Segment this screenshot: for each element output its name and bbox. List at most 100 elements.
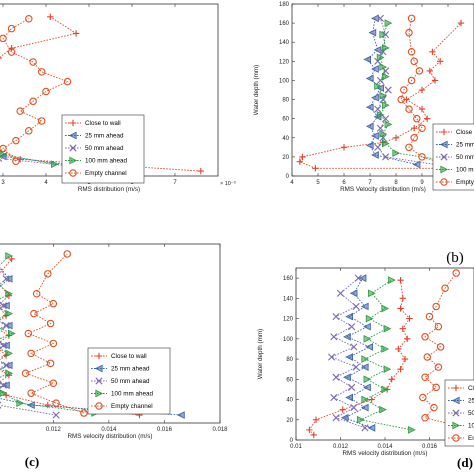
data-point [384,120,393,129]
legend-entry: 100 mm ahead [456,167,474,174]
data-point [419,393,427,402]
legend-entry: 50 mm ahead [111,378,150,385]
data-point [30,309,38,318]
data-point [348,383,356,391]
data-point [2,275,10,283]
series-line [0,16,201,172]
data-point [49,379,58,387]
data-point [345,312,353,321]
legend-swatch-marker [451,396,460,405]
y-tick-label: 60 [286,377,293,383]
legend-swatch-marker [69,119,77,127]
data-point [339,406,346,413]
data-point [376,124,384,132]
data-point [379,405,387,414]
data-point [2,301,10,310]
data-point [25,127,33,135]
data-point [361,395,370,404]
data-point [336,289,345,297]
y-tick-label: 160 [279,21,290,27]
data-point [413,114,421,123]
data-point [371,93,379,102]
data-point [354,274,362,282]
data-point [382,101,390,110]
series-group [0,250,185,419]
x-tick-label: 0.014 [377,444,393,450]
data-point [418,153,426,161]
y-tick-label: 20 [282,155,289,161]
data-point [16,399,25,407]
data-point [299,153,306,161]
panel-label: (b) [446,250,464,266]
data-point [63,250,71,258]
data-point [348,323,356,331]
data-point [0,144,7,153]
series-group [296,14,472,172]
data-point [312,416,320,423]
y-tick-label: 60 [282,117,289,123]
x-tick-label: 9 [420,180,424,186]
data-point [365,74,374,83]
data-point [368,396,375,403]
y-tick-label: 40 [286,398,293,404]
data-point [352,302,360,311]
legend-swatch-marker [452,409,460,417]
x-tick-label: 0.016 [422,444,438,450]
data-point [24,329,33,338]
series-line [377,22,462,164]
series-line [24,253,85,414]
data-point [332,312,340,321]
x-tick-label: 7 [173,180,177,186]
data-point [358,274,367,282]
legend-swatch-marker [94,364,103,373]
data-point [383,365,392,374]
data-point [332,414,340,422]
data-point [72,30,80,37]
x-axis-label: RMS velocity distribution (m/s) [67,433,152,440]
data-point [374,143,382,151]
data-point [37,68,46,76]
data-point [363,375,372,384]
data-point [332,373,340,381]
data-point [361,355,370,363]
data-point [407,48,416,56]
panel-label: (c) [25,454,39,469]
data-point [12,157,20,166]
legend-swatch-marker [95,389,104,398]
data-point [360,403,369,412]
legend-entry: 50 mm ahead [468,410,474,417]
data-point [0,381,7,389]
data-point [382,44,390,52]
data-point [21,369,30,378]
data-point [418,105,426,113]
panel-label: (d) [457,455,473,470]
y-tick-label: 180 [279,2,290,8]
legend-swatch-marker [69,156,78,165]
x-axis-label: RMS distribution (m/s) [78,186,140,193]
data-point [382,115,390,123]
x-multiplier-label: × 10⁻³ [220,181,236,187]
data-point [8,329,16,338]
data-point [27,389,35,397]
data-point [7,48,16,56]
legend-entry: 25 mm ahead [85,133,124,140]
legend-swatch-marker [95,377,103,385]
y-tick-label: 120 [279,59,290,65]
data-point [421,413,429,422]
series-line [0,255,96,414]
data-point [44,270,52,278]
data-point [47,13,54,20]
data-point [388,376,395,383]
y-tick-label: 80 [286,357,293,363]
data-point [360,302,369,311]
data-point [388,276,396,284]
legend-swatch-marker [452,421,461,430]
data-point [452,269,460,277]
data-point [42,87,50,96]
data-point [379,130,388,138]
data-point [382,72,390,81]
data-point [27,349,35,358]
data-point [376,110,385,119]
legend-entry: 50 mm ahead [456,154,474,161]
data-point [0,341,7,350]
